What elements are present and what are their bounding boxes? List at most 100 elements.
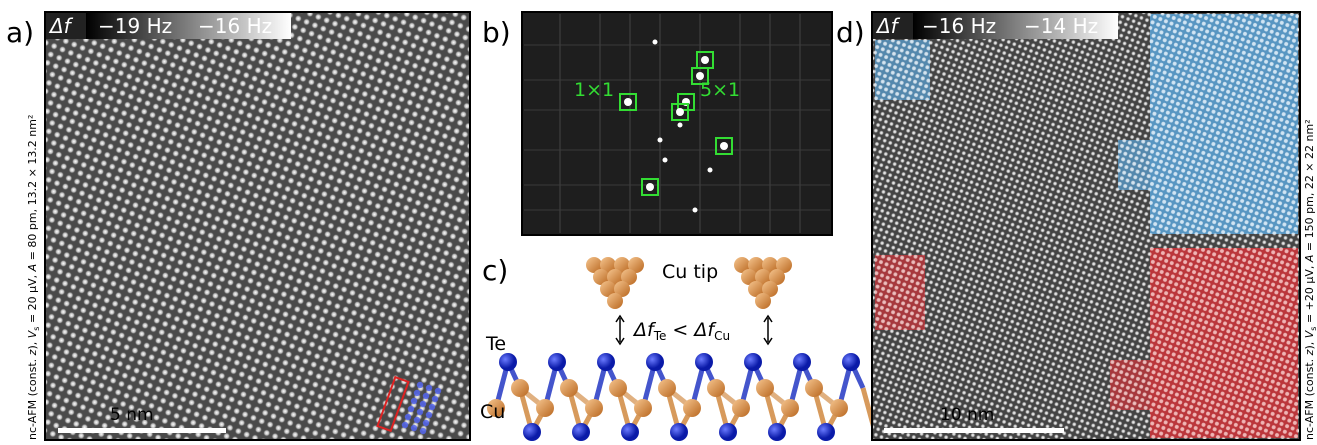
side-label-part: nc-AFM (const. <box>1303 355 1316 440</box>
panel-label: c) <box>482 254 508 287</box>
atom-marker <box>411 398 417 404</box>
scale-bar <box>884 428 1064 433</box>
cu-atom <box>805 379 823 397</box>
atom-marker <box>414 417 420 423</box>
scale-bar <box>58 428 226 433</box>
cu-atom <box>683 399 701 417</box>
atom-marker <box>408 406 414 412</box>
fft-spot <box>624 98 632 106</box>
cu-atom <box>511 379 529 397</box>
cu-atom <box>755 293 771 309</box>
relation-part: Te <box>653 329 667 343</box>
reconstruction-overlay <box>1118 140 1150 190</box>
atom-marker <box>402 422 408 428</box>
fft-spot <box>678 123 683 128</box>
side-label-part: nc-AFM (const. <box>26 355 39 440</box>
te-atom <box>646 353 664 371</box>
fft-spot <box>663 158 668 163</box>
colorbar-max: −16 Hz <box>198 14 272 38</box>
cu-atom <box>585 399 603 417</box>
cu-atom <box>607 293 623 309</box>
spot-label: 5×1 <box>700 79 740 101</box>
side-label: nc-AFM (const. z), Vs = 20 µV, A = 80 pm… <box>26 115 41 440</box>
side-label-part: A <box>26 264 39 273</box>
te-atom <box>670 423 688 441</box>
spot-label: 1×1 <box>574 79 614 101</box>
atom-marker <box>417 409 423 415</box>
atom-marker <box>417 382 423 388</box>
reconstruction-overlay <box>875 40 930 100</box>
te-atom <box>572 423 590 441</box>
atom-marker <box>423 420 429 426</box>
fft-spot <box>653 40 658 45</box>
cu-atom <box>707 379 725 397</box>
atom-marker <box>411 425 417 431</box>
atom-marker <box>426 412 432 418</box>
cu-atom <box>536 399 554 417</box>
colorbar-symbol: Δf <box>875 14 901 38</box>
atom-marker <box>405 414 411 420</box>
colorbar-symbol: Δf <box>48 14 74 38</box>
relation-part: Cu <box>714 329 730 343</box>
side-label-part: = +20 µV, <box>1303 262 1316 326</box>
fft-spot <box>658 138 663 143</box>
atom-marker <box>423 393 429 399</box>
te-atom <box>744 353 762 371</box>
side-label-part: ), <box>1303 338 1316 349</box>
te-atom <box>695 353 713 371</box>
te-atom <box>621 423 639 441</box>
side-label-part: ), <box>26 338 39 349</box>
colorbar-min: −16 Hz <box>922 14 996 38</box>
cu-atom <box>609 379 627 397</box>
panel-label: a) <box>6 16 34 49</box>
te-atom <box>548 353 566 371</box>
fft-spot <box>701 56 709 64</box>
panel-label: d) <box>836 16 865 49</box>
side-label-part: = 80 pm, 13.2 × 13.2 nm² <box>26 115 39 264</box>
colorbar-max: −14 Hz <box>1024 14 1098 38</box>
cu-atom <box>658 379 676 397</box>
te-atom <box>793 353 811 371</box>
figure: a) Δf −19 Hz −16 Hz 5 nm nc-AFM (const. … <box>0 0 1317 445</box>
atom-marker <box>432 396 438 402</box>
reconstruction-overlay <box>1150 14 1298 234</box>
side-label-part: = 150 pm, 22 × 22 nm² <box>1303 119 1316 254</box>
fft-spot <box>676 108 684 116</box>
te-atom <box>817 423 835 441</box>
reconstruction-overlay <box>1150 248 1298 438</box>
te-atom <box>719 423 737 441</box>
colorbar-min: −19 Hz <box>98 14 172 38</box>
atom-marker <box>435 388 441 394</box>
side-label: nc-AFM (const. z), Vs = +20 µV, A = 150 … <box>1303 119 1317 440</box>
te-atom <box>597 353 615 371</box>
cu-atom <box>756 379 774 397</box>
panel-label: b) <box>482 16 511 49</box>
afm-image <box>45 12 470 440</box>
atom-marker <box>420 401 426 407</box>
atom-marker <box>426 385 432 391</box>
reconstruction-overlay <box>875 255 925 330</box>
te-atom <box>499 353 517 371</box>
side-label-part: A <box>1303 255 1316 264</box>
relation-part: < <box>666 319 694 341</box>
te-atom <box>523 423 541 441</box>
scale-bar-label: 10 nm <box>940 405 994 425</box>
atom-marker <box>414 390 420 396</box>
cu-atom <box>634 399 652 417</box>
fft-spot <box>646 183 654 191</box>
atom-marker <box>429 404 435 410</box>
fft-spot <box>693 208 698 213</box>
relation: ΔfTe < ΔfCu <box>632 319 730 343</box>
fft-spot <box>708 168 713 173</box>
cu-atom <box>560 379 578 397</box>
fft-spot <box>720 142 728 150</box>
atomic-chain <box>487 353 875 441</box>
scale-bar-label: 5 nm <box>110 405 154 425</box>
te-atom <box>842 353 860 371</box>
atom-label: Cu <box>480 401 505 423</box>
cu-atom <box>781 399 799 417</box>
atom-label: Te <box>485 333 506 355</box>
cu-atom <box>732 399 750 417</box>
atom-marker <box>420 428 426 434</box>
reconstruction-overlay <box>1110 360 1150 410</box>
